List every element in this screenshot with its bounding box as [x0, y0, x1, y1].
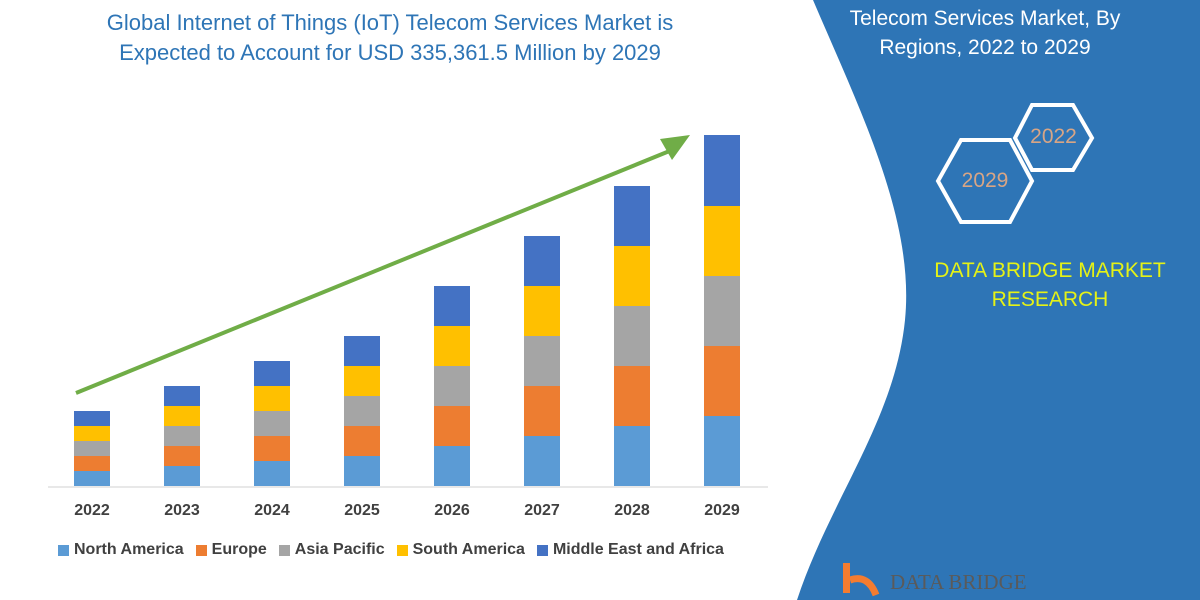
bar-segment-2024-middle-east-and-africa — [254, 361, 290, 386]
side-title-line-2: Regions, 2022 to 2029 — [879, 36, 1091, 59]
bar-segment-2025-south-america — [344, 366, 380, 396]
legend-swatch — [58, 544, 69, 556]
bar-segment-2026-europe — [434, 406, 470, 446]
bar-segment-2029-south-america — [704, 206, 740, 276]
bar-segment-2024-asia-pacific — [254, 411, 290, 436]
bar-segment-2028-middle-east-and-africa — [614, 186, 650, 246]
bar-segment-2025-middle-east-and-africa — [344, 336, 380, 366]
side-title-line-1: Telecom Services Market, By — [849, 7, 1121, 30]
legend-swatch — [278, 544, 290, 556]
bar-segment-2024-south-america — [254, 386, 290, 411]
hex-label-2029: 2029 — [961, 169, 1009, 192]
bar-segment-2027-europe — [524, 386, 560, 436]
title-line-1: Global Internet of Things (IoT) Telecom … — [106, 10, 674, 35]
x-tick-label: 2022 — [74, 502, 110, 519]
x-tick-label: 2028 — [614, 502, 650, 519]
bar-segment-2026-middle-east-and-africa — [434, 286, 470, 326]
bar-segment-2027-south-america — [524, 286, 560, 336]
legend-swatch — [396, 544, 408, 556]
bar-segment-2022-north-america — [74, 471, 110, 486]
x-tick-label: 2026 — [434, 502, 470, 519]
bar-segment-2029-asia-pacific — [704, 276, 740, 346]
legend: North America Europe Asia Pacific South Ame… — [58, 541, 724, 559]
bar-segment-2025-north-america — [344, 456, 380, 486]
side-title: Telecom Services Market, By Regions, 202… — [820, 4, 1150, 62]
bar-segment-2029-middle-east-and-africa — [704, 135, 740, 206]
bar-segment-2024-north-america — [254, 461, 290, 486]
brand-line-2: RESEARCH — [991, 288, 1109, 311]
logo-text: DATA BRIDGE — [890, 570, 1027, 594]
x-tick-label: 2025 — [344, 502, 380, 519]
bar-segment-2026-north-america — [434, 446, 470, 486]
legend-label: Europe — [211, 541, 267, 558]
legend-item: North America — [58, 541, 184, 559]
bar-segment-2022-middle-east-and-africa — [74, 411, 110, 426]
bar-segment-2027-asia-pacific — [524, 336, 560, 386]
bar-segment-2023-north-america — [164, 466, 200, 486]
hexagon-2029 — [935, 138, 1035, 224]
bar-segment-2026-south-america — [434, 326, 470, 366]
legend-label: North America — [74, 541, 184, 558]
bar-segment-2023-europe — [164, 446, 200, 466]
legend-item: Europe — [195, 541, 267, 559]
trend-arrowhead — [660, 135, 690, 160]
bar-segment-2028-asia-pacific — [614, 306, 650, 366]
title-line-2: Expected to Account for USD 335,361.5 Mi… — [119, 40, 661, 65]
chart-area — [74, 135, 740, 486]
bar-segment-2029-north-america — [704, 416, 740, 486]
x-tick-label: 2023 — [164, 502, 200, 519]
bar-segment-2022-south-america — [74, 426, 110, 441]
bar-segment-2027-middle-east-and-africa — [524, 236, 560, 286]
legend-item: Asia Pacific — [278, 541, 385, 559]
chart-title: Global Internet of Things (IoT) Telecom … — [40, 8, 740, 68]
legend-item: South America — [396, 541, 525, 559]
hex-label-2022: 2022 — [1030, 125, 1077, 148]
brand-line-1: DATA BRIDGE MARKET — [934, 259, 1166, 282]
bar-segment-2027-north-america — [524, 436, 560, 486]
bar-segment-2024-europe — [254, 436, 290, 461]
legend-label: Middle East and Africa — [552, 541, 724, 558]
legend-label: Asia Pacific — [294, 541, 385, 558]
x-tick-label: 2027 — [524, 502, 560, 519]
legend-item: Middle East and Africa — [536, 541, 724, 559]
bar-segment-2028-europe — [614, 366, 650, 426]
hexagon-2022 — [1012, 103, 1095, 172]
brand-text: DATA BRIDGE MARKET RESEARCH — [920, 256, 1180, 314]
bar-segment-2026-asia-pacific — [434, 366, 470, 406]
x-tick-label: 2024 — [254, 502, 290, 519]
bar-segment-2025-europe — [344, 426, 380, 456]
legend-swatch — [536, 544, 548, 556]
bar-segment-2028-north-america — [614, 426, 650, 486]
bar-segment-2022-asia-pacific — [74, 441, 110, 456]
trend-arrow — [75, 148, 673, 395]
bar-segment-2023-middle-east-and-africa — [164, 386, 200, 406]
bar-segment-2028-south-america — [614, 246, 650, 306]
bar-segment-2029-europe — [704, 346, 740, 416]
bar-segment-2022-europe — [74, 456, 110, 471]
side-panel — [797, 0, 1200, 600]
x-tick-label: 2029 — [704, 502, 740, 519]
bar-segment-2023-south-america — [164, 406, 200, 426]
legend-label: South America — [412, 541, 525, 558]
bar-segment-2023-asia-pacific — [164, 426, 200, 446]
bar-segment-2025-asia-pacific — [344, 396, 380, 426]
legend-swatch — [195, 544, 207, 556]
logo-icon — [843, 563, 880, 597]
